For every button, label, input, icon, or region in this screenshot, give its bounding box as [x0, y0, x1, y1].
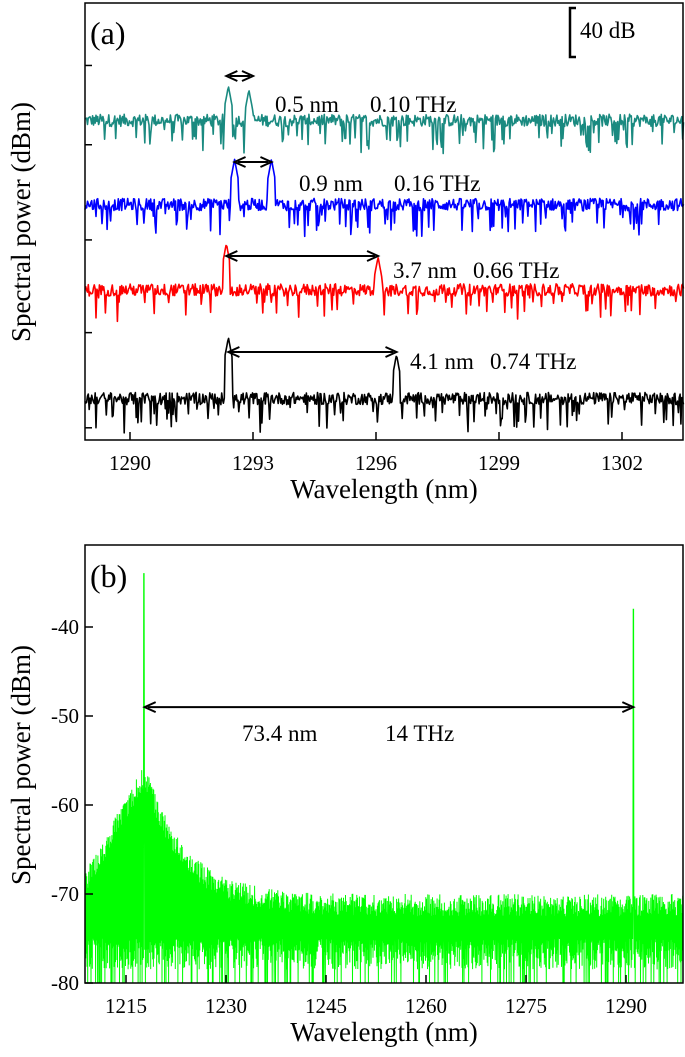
spacing-arrow-0-head-left — [223, 70, 238, 82]
y-tick-label: -70 — [51, 882, 79, 906]
spacing-arrow-0-head-right — [241, 70, 256, 82]
panel-a-ylabel: Spectral power (dBm) — [6, 102, 36, 342]
x-tick-label: 1245 — [305, 994, 347, 1018]
spacing-arrow-2-head-right — [366, 250, 381, 262]
frequency-label: 0.16 THz — [394, 171, 480, 196]
x-tick-label: 1293 — [232, 451, 274, 475]
trace-2 — [84, 244, 685, 323]
spacing-arrow-1-head-left — [232, 156, 246, 168]
frequency-label: 14 THz — [385, 721, 454, 746]
panel-a-ticks: 1290 1293 1296 1299 1302 — [85, 64, 643, 475]
frequency-label: 0.10 THz — [370, 92, 456, 117]
trace-3 — [84, 337, 685, 434]
spacing-arrow-2-head-left — [223, 250, 238, 262]
x-tick-label: 1290 — [109, 451, 151, 475]
panel-b-traces — [84, 573, 684, 984]
scale-bar-label: 40 dB — [580, 18, 636, 43]
spacing-arrow-3-head-right — [385, 346, 399, 358]
panel-b: 1215 1230 1245 1260 1275 1290-40-50-60-70-80 … — [6, 544, 684, 1047]
spacing-arrow-b-head-right — [621, 701, 636, 714]
panel-b-xlabel: Wavelength (nm) — [290, 1017, 478, 1047]
spacing-label: 3.7 nm — [393, 258, 457, 283]
x-tick-label: 1260 — [405, 994, 447, 1018]
panel-b-frame — [84, 544, 684, 984]
spacing-arrow-b-head-left — [142, 701, 157, 714]
spacing-label: 0.9 nm — [299, 171, 363, 196]
y-tick-label: -40 — [51, 615, 79, 639]
spacing-arrow-1-head-right — [260, 156, 274, 168]
x-tick-label: 1302 — [601, 451, 643, 475]
panel-a-xlabel: Wavelength (nm) — [290, 474, 478, 504]
spacing-label: 0.5 nm — [275, 92, 339, 117]
spacing-label: 4.1 nm — [410, 349, 474, 374]
panel-b-ticks: 1215 1230 1245 1260 1275 1290 -40 -50 -60 -70 -80 — [51, 615, 647, 1018]
trace-green — [84, 573, 684, 984]
panel-a: 1290 1293 1296 1299 1302 (a) 40 dB 0.5 nm 0.1… — [6, 2, 685, 504]
y-tick-label: -50 — [51, 704, 79, 728]
y-tick-label: -60 — [51, 793, 79, 817]
x-tick-label: 1299 — [478, 451, 520, 475]
x-tick-label: 1230 — [205, 994, 247, 1018]
panel-a-traces — [84, 86, 685, 434]
scale-bar — [568, 6, 576, 59]
frequency-label: 0.74 THz — [490, 349, 576, 374]
spacing-arrow-3-head-left — [225, 346, 240, 358]
trace-0 — [84, 86, 685, 155]
trace-1 — [84, 158, 685, 238]
panel-b-label: (b) — [90, 558, 127, 594]
x-tick-label: 1290 — [605, 994, 647, 1018]
panel-b-ylabel: Spectral power (dBm) — [6, 645, 36, 885]
panel-a-annotations: 0.5 nm 0.10 THz 0.9 nm 0.16 THz 3.7 nm 0.66 T… — [223, 70, 576, 374]
panel-b-annotations: 73.4 nm 14 THz — [142, 701, 636, 746]
x-tick-label: 1275 — [505, 994, 547, 1018]
x-tick-label: 1296 — [355, 451, 397, 475]
panel-a-frame — [84, 2, 684, 441]
panel-a-label: (a) — [90, 15, 126, 51]
frequency-label: 0.66 THz — [473, 258, 559, 283]
y-tick-label: -80 — [51, 971, 79, 995]
spacing-label: 73.4 nm — [242, 721, 318, 746]
x-tick-label: 1215 — [105, 994, 147, 1018]
